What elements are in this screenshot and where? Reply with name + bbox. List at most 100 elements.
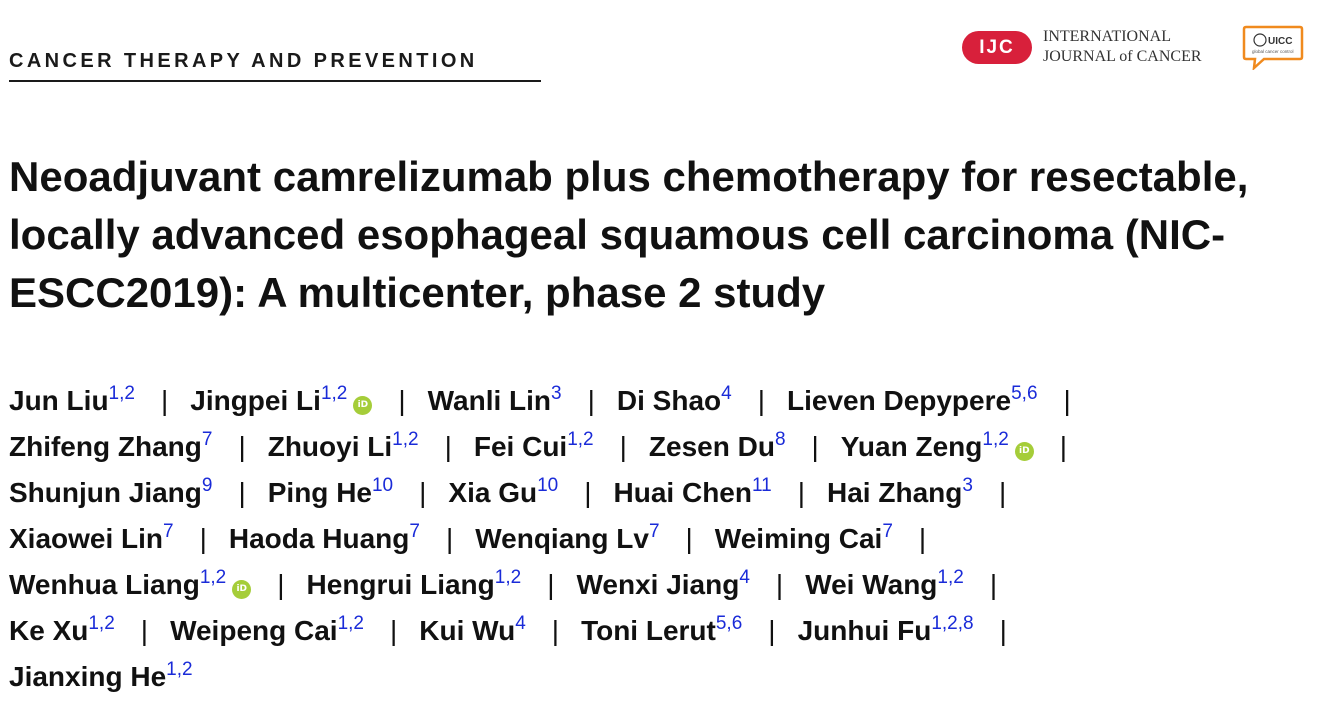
affiliation-superscript[interactable]: 1,2 <box>567 429 594 450</box>
author-separator: | <box>390 615 398 646</box>
author-name-text: Wenxi Jiang <box>576 569 740 600</box>
affiliation-superscript[interactable]: 7 <box>882 521 893 542</box>
author-name[interactable]: Ping He10 <box>268 475 394 508</box>
author-name[interactable]: Haoda Huang7 <box>228 521 420 554</box>
author-name[interactable]: Fei Cui1,2 <box>474 429 594 462</box>
journal-name: INTERNATIONAL JOURNAL of CANCER <box>1043 27 1202 67</box>
author-name-text: Zhifeng Zhang <box>9 431 202 462</box>
author-name[interactable]: Zhuoyi Li1,2 <box>267 429 419 462</box>
affiliation-superscript[interactable]: 1,2 <box>320 383 348 404</box>
affiliation-superscript[interactable]: 7 <box>201 429 213 450</box>
author-row: Shunjun Jiang9 | Ping He10 | Xia Gu10 | Huai C… <box>9 470 1309 516</box>
author-separator: | <box>998 477 1007 508</box>
affiliation-superscript[interactable]: 8 <box>774 429 786 450</box>
author-name[interactable]: Wenhua Liang1,2 iD <box>9 567 252 600</box>
author-separator: | <box>444 431 452 462</box>
affiliation-superscript[interactable]: 1,2 <box>166 659 193 680</box>
author-name-text: Hengrui Liang <box>306 569 495 600</box>
author-name[interactable]: Wei Wang1,2 <box>805 567 964 600</box>
author-name-text: Wenqiang Lv <box>475 523 649 554</box>
affiliation-superscript[interactable]: 1,2,8 <box>931 613 974 634</box>
author-name[interactable]: Yuan Zeng1,2 iD <box>841 429 1034 462</box>
author-name[interactable]: Zhifeng Zhang7 <box>9 429 213 462</box>
author-list: Jun Liu1,2 | Jingpei Li1,2iD | Wanli Lin3 | Di… <box>9 378 1309 700</box>
affiliation-superscript[interactable]: 4 <box>721 383 732 404</box>
author-name[interactable]: Hai Zhang3 <box>827 475 973 508</box>
orcid-icon[interactable]: iD <box>1014 442 1034 461</box>
orcid-icon[interactable]: iD <box>232 580 252 599</box>
author-name[interactable]: Weipeng Cai1,2 <box>170 613 364 646</box>
author-separator: | <box>547 569 555 600</box>
author-name[interactable]: Hengrui Liang1,2 <box>306 567 522 600</box>
author-separator: | <box>445 523 454 554</box>
author-row: Wenhua Liang1,2iD | Hengrui Liang1,2 | Wenxi… <box>9 562 1309 608</box>
author-separator: | <box>419 477 427 508</box>
ijc-badge: IJC <box>962 31 1032 64</box>
author-name-text: Weiming Cai <box>714 523 883 554</box>
affiliation-superscript[interactable]: 5,6 <box>1011 383 1038 404</box>
author-name[interactable]: Jun Liu1,2 <box>9 383 135 416</box>
author-name-text: Zhuoyi Li <box>267 431 393 462</box>
affiliation-superscript[interactable]: 1,2 <box>337 613 364 634</box>
affiliation-superscript[interactable]: 4 <box>515 613 526 634</box>
author-name-text: Hai Zhang <box>827 477 963 508</box>
author-separator: | <box>238 431 246 462</box>
author-name[interactable]: Jianxing He1,2 <box>9 659 193 692</box>
section-rule <box>9 80 541 82</box>
author-name[interactable]: Xia Gu10 <box>448 475 559 508</box>
affiliation-superscript[interactable]: 5,6 <box>715 613 743 634</box>
author-separator: | <box>277 569 285 600</box>
author-separator: | <box>685 523 693 554</box>
author-separator: | <box>811 431 819 462</box>
affiliation-superscript[interactable]: 7 <box>409 521 420 542</box>
author-name[interactable]: Xiaowei Lin7 <box>9 521 174 554</box>
affiliation-superscript[interactable]: 7 <box>163 521 174 542</box>
author-name[interactable]: Wenxi Jiang4 <box>576 567 750 600</box>
author-name[interactable]: Lieven Depypere5,6 <box>787 383 1038 416</box>
affiliation-superscript[interactable]: 1,2 <box>937 567 964 588</box>
author-name[interactable]: Junhui Fu1,2,8 <box>797 613 974 646</box>
author-separator: | <box>584 477 592 508</box>
affiliation-superscript[interactable]: 9 <box>201 475 213 496</box>
author-name[interactable]: Kui Wu4 <box>419 613 526 646</box>
author-name[interactable]: Zesen Du8 <box>649 429 786 462</box>
affiliation-superscript[interactable]: 11 <box>752 475 772 496</box>
affiliation-superscript[interactable]: 1,2 <box>88 613 115 634</box>
author-name[interactable]: Di Shao4 <box>617 383 732 416</box>
author-name[interactable]: Shunjun Jiang9 <box>9 475 213 508</box>
affiliation-superscript[interactable]: 7 <box>648 521 660 542</box>
affiliation-superscript[interactable]: 10 <box>537 475 559 496</box>
author-name[interactable]: Wanli Lin3 <box>427 383 562 416</box>
affiliation-superscript[interactable]: 3 <box>962 475 973 496</box>
author-name[interactable]: Ke Xu1,2 <box>9 613 115 646</box>
author-separator: | <box>989 569 998 600</box>
author-name[interactable]: Huai Chen11 <box>614 475 772 508</box>
affiliation-superscript[interactable]: 3 <box>551 383 562 404</box>
author-separator: | <box>160 385 169 416</box>
author-name-text: Wanli Lin <box>427 385 552 416</box>
author-name-text: Junhui Fu <box>797 615 932 646</box>
affiliation-superscript[interactable]: 1,2 <box>392 429 419 450</box>
orcid-icon[interactable]: iD <box>353 396 373 415</box>
author-name-text: Haoda Huang <box>228 523 410 554</box>
author-separator: | <box>797 477 806 508</box>
author-name[interactable]: Weiming Cai7 <box>714 521 893 554</box>
author-name[interactable]: Toni Lerut5,6 <box>581 613 743 646</box>
author-name-text: Ke Xu <box>9 615 89 646</box>
affiliation-superscript[interactable]: 1,2 <box>982 429 1009 450</box>
uicc-logo-icon: UICC global cancer control <box>1242 25 1304 70</box>
author-name[interactable]: Wenqiang Lv7 <box>475 521 660 554</box>
journal-logo[interactable]: IJC INTERNATIONAL JOURNAL of CANCER UICC… <box>962 24 1307 72</box>
affiliation-superscript[interactable]: 4 <box>739 567 750 588</box>
affiliation-superscript[interactable]: 1,2 <box>199 567 227 588</box>
affiliation-superscript[interactable]: 1,2 <box>108 383 135 404</box>
author-separator: | <box>551 615 560 646</box>
affiliation-superscript[interactable]: 1,2 <box>494 567 522 588</box>
section-label: CANCER THERAPY AND PREVENTION <box>9 50 478 72</box>
author-row: Ke Xu1,2 | Weipeng Cai1,2 | Kui Wu4 | Toni Ler… <box>9 608 1309 654</box>
affiliation-superscript[interactable]: 10 <box>371 475 394 496</box>
author-name-text: Wei Wang <box>805 569 938 600</box>
author-row: Xiaowei Lin7 | Haoda Huang7 | Wenqiang Lv7 | W… <box>9 516 1309 562</box>
author-name-text: Jun Liu <box>9 385 109 416</box>
author-name[interactable]: Jingpei Li1,2 iD <box>190 383 373 416</box>
